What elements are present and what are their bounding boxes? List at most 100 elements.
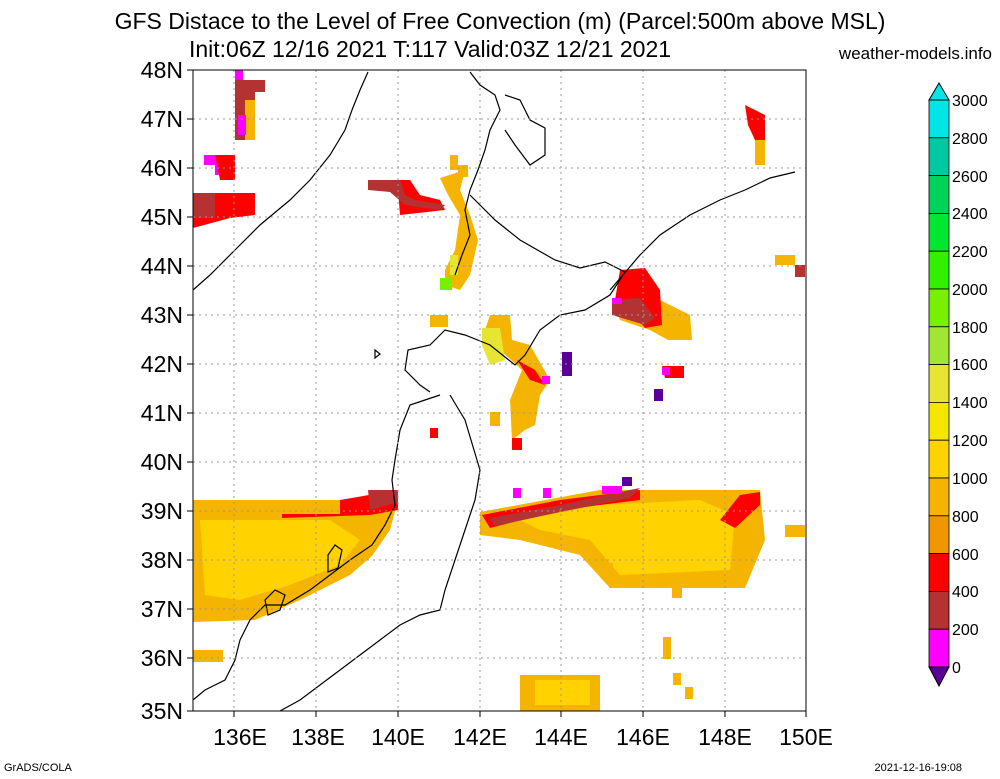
field-patch <box>673 673 681 685</box>
coast-sado <box>327 544 343 573</box>
colorbar-box <box>928 591 950 630</box>
lat-label: 38N <box>141 547 183 573</box>
lat-label: 37N <box>141 596 183 622</box>
field-patch <box>775 255 795 265</box>
colorbar-box <box>928 477 950 517</box>
colorbar-label: 3000 <box>952 93 988 110</box>
field-patch <box>612 298 622 304</box>
field-patch <box>685 687 693 699</box>
colorbar-label: 1800 <box>952 320 988 337</box>
coast-hokkaido <box>404 194 626 393</box>
colorbar-label: 1200 <box>952 433 988 450</box>
coast-honshu-w <box>192 394 441 701</box>
title-line-1: GFS Distace to the Level of Free Convect… <box>114 8 886 34</box>
coast-noto <box>264 589 286 616</box>
colorbar-box <box>928 401 950 441</box>
field-patch <box>662 367 670 375</box>
field-patch <box>450 255 458 275</box>
colorbar-box <box>928 628 950 668</box>
colorbar-box <box>928 288 950 328</box>
colorbar-label: 2600 <box>952 169 988 186</box>
colorbar-label: 1600 <box>952 357 988 374</box>
lon-label: 136E <box>213 724 267 750</box>
colorbar-box <box>928 250 950 290</box>
field-patch <box>512 438 522 450</box>
field-patch <box>490 412 500 426</box>
colorbar-label: 0 <box>952 660 961 677</box>
coast-asia <box>192 71 369 291</box>
colorbar-label: 1000 <box>952 471 988 488</box>
colorbar-box <box>928 212 950 252</box>
field-patch <box>663 637 671 659</box>
field-patch <box>450 155 458 170</box>
field-patch <box>602 486 622 494</box>
field-patch <box>622 477 632 486</box>
lat-label: 40N <box>141 449 183 475</box>
colorbar-label: 2200 <box>952 244 988 261</box>
field-band-sw-brown <box>368 490 398 510</box>
field-nw-brown <box>193 193 215 218</box>
site-name: weather-models.info <box>838 44 992 63</box>
field-patch <box>245 100 255 140</box>
lon-label: 144E <box>534 724 588 750</box>
field-kurils-brown <box>612 298 655 325</box>
colorbar-label: 400 <box>952 584 979 601</box>
lat-label: 43N <box>141 302 183 328</box>
field-patch <box>430 315 448 327</box>
colorbar-label: 200 <box>952 622 979 639</box>
field-patch <box>672 588 682 598</box>
colorbar-top-arrow <box>928 82 950 101</box>
field-patch <box>458 165 468 177</box>
colorbar-box <box>928 175 950 214</box>
field-patch <box>654 389 663 401</box>
colorbar-bottom-arrow <box>928 666 950 688</box>
colorbar-boxes <box>928 99 950 668</box>
field-patch <box>238 115 246 135</box>
lon-label: 138E <box>291 724 345 750</box>
map-frame <box>192 69 807 712</box>
colorbar-box <box>928 364 950 403</box>
field-patch <box>542 376 550 384</box>
field-ne-red <box>745 105 765 140</box>
lat-label: 35N <box>141 698 183 724</box>
colorbar-label: 2400 <box>952 206 988 223</box>
lon-label: 146E <box>616 724 670 750</box>
lat-label: 47N <box>141 106 183 132</box>
colorbar-label: 1400 <box>952 395 988 412</box>
coast-sakhalin-e <box>504 94 546 166</box>
lat-label: 48N <box>141 57 183 83</box>
lat-label: 46N <box>141 155 183 181</box>
lat-axis <box>187 69 193 712</box>
colorbar-box <box>928 326 950 365</box>
colorbar-box <box>928 99 950 139</box>
field-patch <box>755 140 765 165</box>
field-patch <box>543 488 551 498</box>
field-sakhalin-orange <box>440 170 478 290</box>
colorbar-box <box>928 439 950 479</box>
lon-label: 148E <box>698 724 752 750</box>
field-band-pacific-brown <box>490 488 640 526</box>
lon-axis <box>233 711 807 717</box>
colorbar-label: 2800 <box>952 131 988 148</box>
field-sakhalin-brown <box>368 180 445 210</box>
lon-labels: 136E 138E 140E 142E 144E 146E 148E 150E <box>213 724 833 750</box>
lat-label: 39N <box>141 498 183 524</box>
field-patch <box>795 265 805 277</box>
field-hokkaido-s-yellow <box>482 328 505 365</box>
colorbar: 3000 2800 2600 2400 2200 2000 1800 1600 … <box>928 82 988 688</box>
coastlines <box>192 71 796 712</box>
colorbar-label: 600 <box>952 547 979 564</box>
lon-label: 140E <box>371 724 425 750</box>
lat-label: 44N <box>141 253 183 279</box>
coast-okushiri <box>374 348 381 360</box>
field-patch <box>440 278 452 290</box>
field-band-pacific-red-e <box>720 492 760 528</box>
lat-label: 42N <box>141 351 183 377</box>
title-line-2: Init:06Z 12/16 2021 T:117 Valid:03Z 12/2… <box>188 36 672 62</box>
field-patch <box>430 428 438 438</box>
field-band-pacific-light <box>520 500 735 575</box>
lat-label: 36N <box>141 645 183 671</box>
field-patch <box>785 525 805 537</box>
colorbar-box <box>928 515 950 554</box>
field-patch <box>535 680 590 705</box>
